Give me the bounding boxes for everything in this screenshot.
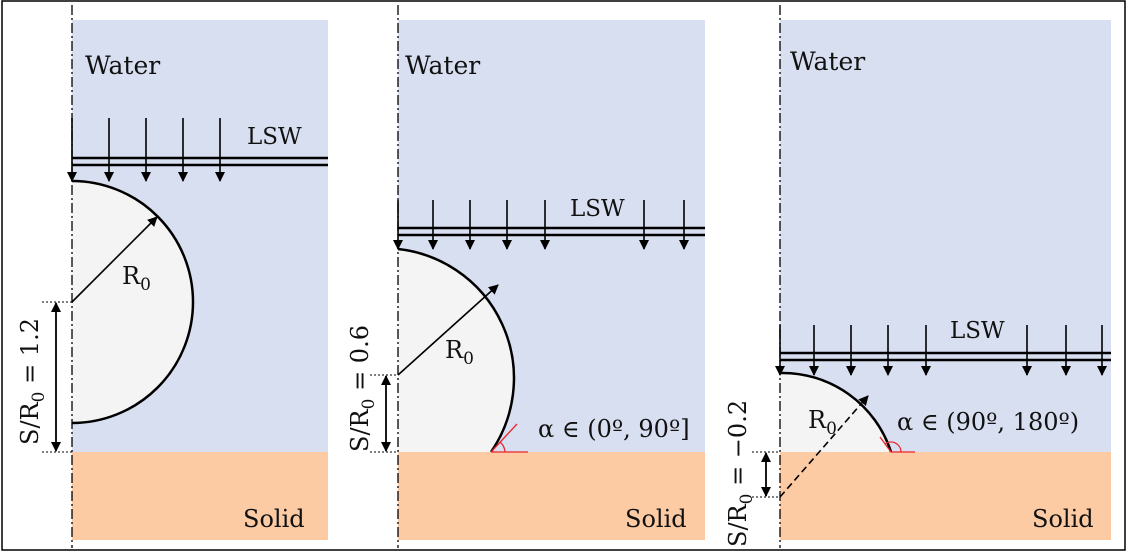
solid-label: Solid — [625, 505, 687, 533]
water-label: Water — [405, 51, 480, 80]
panel-2: Water LSW R0 S/R0 = 0.6 α ∈ (0º, 90º] So… — [346, 5, 705, 548]
water-label: Water — [790, 47, 865, 76]
radius-arrow — [71, 216, 158, 303]
angle-tangent — [879, 436, 892, 453]
solid-label: Solid — [243, 505, 305, 533]
lsw-label: LSW — [247, 124, 302, 150]
solid-region — [72, 452, 328, 540]
radius-label: R0 — [445, 336, 474, 369]
separation-ratio-label: S/R0 = −0.2 — [724, 400, 757, 547]
bubble-outline — [71, 179, 195, 425]
bubble — [72, 181, 193, 423]
lsw-label: LSW — [950, 318, 1005, 344]
radius-label: R0 — [122, 262, 151, 295]
water-label: Water — [85, 51, 160, 80]
contact-angle-label: α ∈ (0º, 90º] — [538, 415, 690, 443]
angle-arc — [884, 441, 902, 453]
separation-ratio-label: S/R0 = 1.2 — [16, 318, 49, 445]
separation-ratio-label: S/R0 = 0.6 — [346, 325, 379, 452]
bubble — [780, 372, 891, 452]
solid-label: Solid — [1032, 505, 1094, 533]
panel-1: Water LSW R0 S/R0 = 1.2 Solid — [16, 5, 328, 548]
radius-label: R0 — [808, 406, 837, 439]
bubble-outline — [397, 247, 516, 453]
bubble-outline — [779, 371, 893, 453]
solid-region — [398, 452, 705, 540]
water-region — [780, 20, 1111, 452]
contact-angle-label: α ∈ (90º, 180º) — [897, 408, 1079, 436]
panel-3: Water LSW R0 S/R0 = −0.2 α ∈ (90º, 180º)… — [724, 5, 1111, 548]
angle-tangent — [490, 423, 518, 453]
solid-region — [780, 452, 1111, 540]
lsw-label: LSW — [570, 196, 625, 222]
bubble — [398, 249, 514, 452]
angle-arc — [499, 441, 506, 453]
radius-arrow — [779, 395, 869, 498]
radius-arrow — [397, 284, 499, 376]
contact-angle-marker — [879, 436, 915, 453]
contact-angle-marker — [490, 423, 528, 453]
